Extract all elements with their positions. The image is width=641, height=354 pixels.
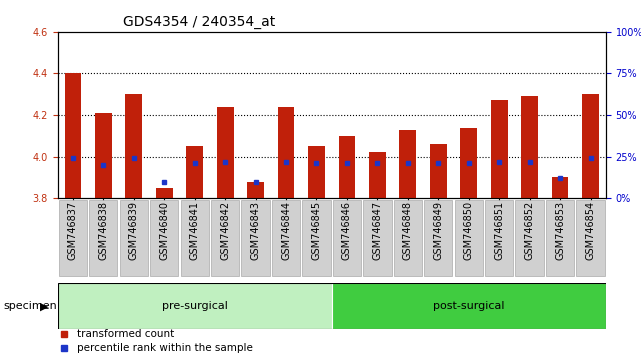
Bar xyxy=(303,200,331,276)
Bar xyxy=(424,200,453,276)
Bar xyxy=(156,188,172,198)
Bar xyxy=(363,200,392,276)
Text: GSM746847: GSM746847 xyxy=(372,201,383,260)
Bar xyxy=(515,200,544,276)
Text: GSM746841: GSM746841 xyxy=(190,201,200,259)
Text: pre-surgical: pre-surgical xyxy=(162,301,228,311)
Text: GSM746845: GSM746845 xyxy=(312,201,322,260)
Bar xyxy=(485,200,513,276)
Bar xyxy=(338,136,355,198)
Text: specimen: specimen xyxy=(3,301,57,311)
Text: GSM746843: GSM746843 xyxy=(251,201,261,259)
Text: GSM746846: GSM746846 xyxy=(342,201,352,259)
Text: GSM746838: GSM746838 xyxy=(98,201,108,259)
Text: transformed count: transformed count xyxy=(77,329,174,339)
Bar xyxy=(187,146,203,198)
Text: GSM746839: GSM746839 xyxy=(129,201,139,259)
Text: GSM746854: GSM746854 xyxy=(585,201,595,260)
Bar xyxy=(369,153,386,198)
Bar xyxy=(65,73,81,198)
Text: GSM746851: GSM746851 xyxy=(494,201,504,260)
Text: GSM746837: GSM746837 xyxy=(68,201,78,260)
Text: percentile rank within the sample: percentile rank within the sample xyxy=(77,343,253,353)
Bar xyxy=(59,200,87,276)
Text: GSM746850: GSM746850 xyxy=(463,201,474,260)
Text: GSM746849: GSM746849 xyxy=(433,201,444,259)
Bar xyxy=(58,283,332,329)
Bar xyxy=(308,146,325,198)
Bar xyxy=(546,200,574,276)
Bar xyxy=(126,94,142,198)
Bar xyxy=(460,127,477,198)
Text: GSM746842: GSM746842 xyxy=(220,201,230,260)
Text: GSM746844: GSM746844 xyxy=(281,201,291,259)
Bar xyxy=(150,200,178,276)
Text: GSM746840: GSM746840 xyxy=(159,201,169,259)
Bar xyxy=(247,182,264,198)
Text: ▶: ▶ xyxy=(40,301,49,311)
Text: GSM746852: GSM746852 xyxy=(524,201,535,260)
Bar xyxy=(332,283,606,329)
Bar xyxy=(552,177,569,198)
Bar xyxy=(576,200,604,276)
Text: post-surgical: post-surgical xyxy=(433,301,504,311)
Text: GSM746848: GSM746848 xyxy=(403,201,413,259)
Text: GSM746853: GSM746853 xyxy=(555,201,565,260)
Bar xyxy=(454,200,483,276)
Bar xyxy=(582,94,599,198)
Bar xyxy=(181,200,209,276)
Bar xyxy=(521,96,538,198)
Bar xyxy=(430,144,447,198)
Bar xyxy=(242,200,270,276)
Bar xyxy=(278,107,294,198)
Bar xyxy=(399,130,416,198)
Bar xyxy=(491,101,508,198)
Bar xyxy=(89,200,117,276)
Bar xyxy=(120,200,148,276)
Bar xyxy=(211,200,239,276)
Bar xyxy=(333,200,361,276)
Bar xyxy=(272,200,300,276)
Bar xyxy=(217,107,233,198)
Text: GDS4354 / 240354_at: GDS4354 / 240354_at xyxy=(124,16,276,29)
Bar xyxy=(394,200,422,276)
Bar xyxy=(95,113,112,198)
